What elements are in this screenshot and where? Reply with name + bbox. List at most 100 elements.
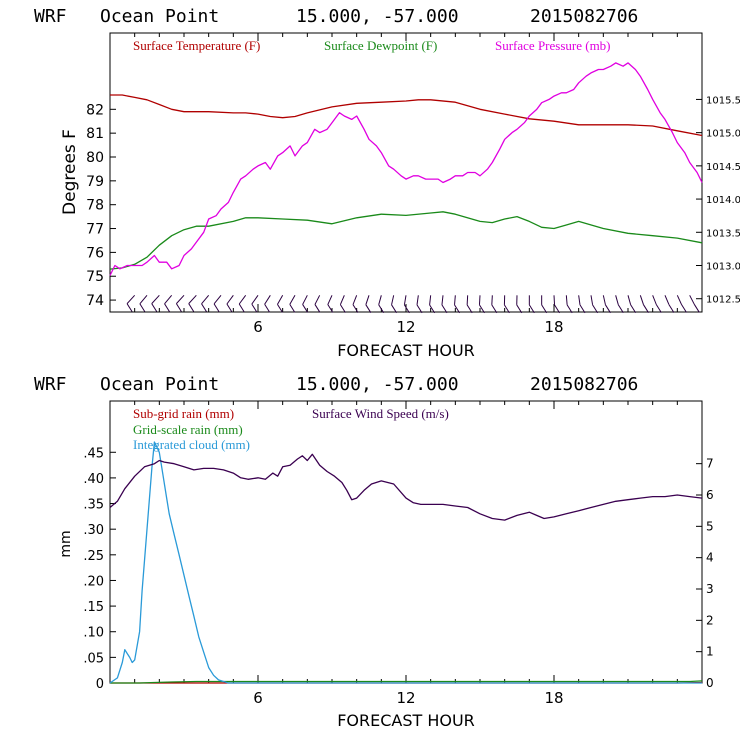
- wind-barb-staff: [352, 295, 358, 305]
- wind-barb-flag: [416, 304, 423, 314]
- top-x-tick-label: 6: [253, 318, 263, 336]
- wind-barb-flag: [592, 304, 599, 314]
- wind-barb-flag: [151, 303, 158, 312]
- bottom-x-tick-label: 6: [253, 689, 263, 707]
- bottom-right-tick-label: 0: [706, 676, 714, 690]
- bottom-series-surface-wind-speed: [109, 453, 703, 521]
- wind-barb: [188, 294, 197, 312]
- wind-barb: [565, 295, 573, 314]
- bottom-left-tick-label: 0: [96, 677, 104, 692]
- wind-barb: [403, 295, 410, 314]
- wind-barb-flag: [302, 304, 309, 313]
- wind-barb-staff: [466, 295, 469, 305]
- wind-barb: [352, 295, 359, 313]
- wind-barb-staff: [553, 295, 556, 305]
- top-title-location: Ocean Point: [100, 6, 219, 27]
- wind-barb-flag: [541, 304, 548, 314]
- wind-barb-flag: [630, 304, 637, 314]
- bottom-title-init-time: 2015082706: [530, 374, 638, 395]
- wind-barb-staff: [314, 295, 321, 305]
- wind-barb-staff: [627, 295, 632, 305]
- wind-barb-flag: [554, 304, 560, 314]
- top-x-tick-label: 18: [544, 318, 563, 336]
- wind-barb-staff: [429, 295, 432, 305]
- top-right-tick-label: 1015.5: [706, 95, 740, 106]
- bottom-right-axis-ticks: 0 1 2 3 4 5 6 7: [696, 457, 714, 690]
- wind-barb: [639, 295, 649, 313]
- wind-barb: [429, 295, 436, 314]
- bottom-legend-subgrid-rain: Sub-grid rain (mm): [133, 406, 234, 421]
- bottom-right-tick-label: 1: [706, 645, 714, 659]
- wind-barb-flag: [503, 304, 510, 314]
- bottom-left-tick-label: .20: [83, 574, 104, 589]
- bottom-legend-wind-speed: Surface Wind Speed (m/s): [312, 406, 449, 421]
- wind-barb: [676, 295, 687, 313]
- wind-barb-staff: [213, 294, 222, 305]
- bottom-left-tick-label: .30: [83, 523, 104, 538]
- top-right-tick-label: 1015.0: [706, 129, 740, 140]
- bottom-left-tick-label: .15: [83, 600, 104, 615]
- wind-barb: [126, 294, 136, 312]
- wind-barb-flag: [479, 304, 485, 314]
- wind-barb-flag: [126, 303, 133, 312]
- wind-barb-staff: [652, 295, 657, 305]
- wind-barb-staff: [664, 295, 670, 305]
- wind-barb-staff: [365, 295, 370, 305]
- wind-barb-staff: [416, 295, 419, 305]
- bottom-left-tick-label: .35: [83, 498, 104, 513]
- top-series-surface-dewpoint: [109, 211, 703, 270]
- wind-barb: [264, 295, 271, 313]
- wind-barb-flag: [175, 303, 182, 312]
- top-right-axis-ticks: 1012.5 1013.0 1013.5 1014.0 1014.5 1015.0 1015…: [696, 95, 740, 306]
- wind-barb-flag: [579, 304, 586, 314]
- wind-barb-staff: [126, 294, 136, 304]
- top-left-tick-label: 79: [86, 174, 104, 190]
- wind-barb: [528, 295, 535, 314]
- wind-barb: [226, 295, 234, 313]
- wind-barb: [441, 295, 448, 314]
- top-legend-temperature: Surface Temperature (F): [133, 38, 260, 53]
- bottom-left-tick-label: .40: [83, 472, 104, 487]
- wind-barb-flag: [201, 303, 207, 313]
- top-title-model: WRF: [34, 6, 67, 27]
- wind-barb-flag: [403, 304, 410, 314]
- top-left-tick-label: 75: [86, 269, 104, 285]
- wind-barb-staff: [277, 295, 284, 305]
- bottom-x-tick-label: 12: [396, 689, 415, 707]
- wind-barb: [478, 295, 485, 314]
- wind-barb-staff: [264, 295, 271, 305]
- wind-barb-staff: [441, 295, 444, 305]
- top-panel: WRF Ocean Point 15.000, -57.000 20150827…: [34, 6, 740, 360]
- bottom-legend-integrated-cloud: Integrated cloud (mm): [133, 437, 250, 452]
- top-series-surface-pressure: [109, 62, 703, 276]
- wind-barb-staff: [615, 295, 619, 305]
- wind-barb: [201, 294, 210, 313]
- wind-barb: [139, 294, 148, 313]
- wind-barb-flag: [491, 304, 498, 314]
- top-right-tick-label: 1013.0: [706, 262, 740, 273]
- top-left-tick-label: 82: [86, 102, 104, 118]
- wind-barb-flag: [655, 304, 662, 313]
- wind-barb-flag: [251, 303, 258, 313]
- bottom-legend-gridscale-rain: Grid-scale rain (mm): [133, 422, 243, 437]
- wind-barb-flag: [352, 304, 359, 313]
- wind-barb: [251, 295, 259, 313]
- top-right-tick-label: 1012.5: [706, 295, 740, 306]
- wind-barb-flag: [441, 304, 448, 314]
- wind-barb-staff: [565, 295, 568, 305]
- wind-barb-staff: [226, 295, 234, 305]
- wind-barb-flag: [226, 303, 233, 313]
- wind-barb-flag: [693, 304, 700, 313]
- wind-barb-flag: [238, 303, 245, 313]
- bottom-series-grid-scale-rain: [110, 680, 703, 684]
- wind-barb: [238, 295, 247, 313]
- wind-barb-flag: [188, 303, 195, 312]
- wind-barb: [416, 295, 423, 314]
- wind-barb: [314, 295, 321, 313]
- wind-barb: [466, 295, 473, 314]
- wind-barb-staff: [339, 295, 345, 305]
- wind-barb-flag: [429, 304, 436, 314]
- wind-barb-flag: [327, 304, 334, 313]
- top-series-lines: [109, 62, 703, 276]
- wind-barb: [365, 295, 372, 313]
